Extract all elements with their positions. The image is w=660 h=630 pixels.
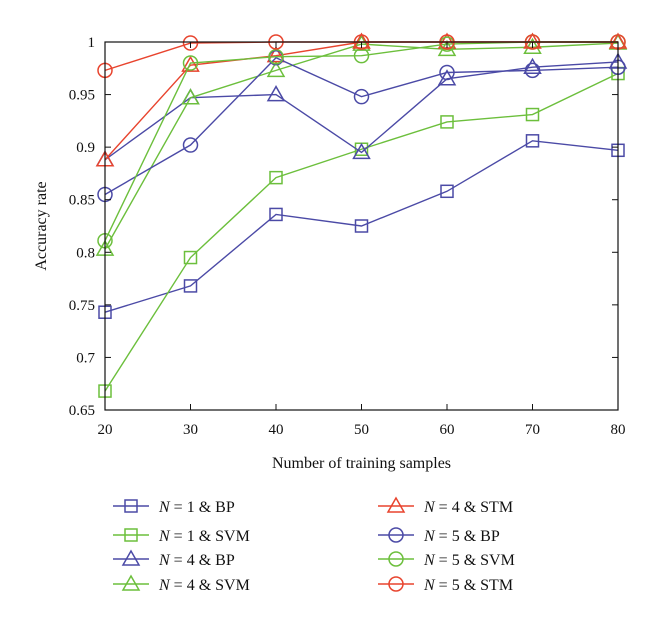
y-axis-label: Accuracy rate — [33, 181, 50, 270]
y-tick-label: 0.8 — [76, 245, 95, 261]
legend-label: N = 4 & BP — [158, 552, 235, 569]
legend-item: N = 1 & BP — [113, 499, 235, 516]
axes: 20 30 40 50 60 70 80 0.65 0.7 0.75 0.8 0.85 0.9 0.95 1 — [69, 35, 626, 438]
data-point — [266, 85, 286, 102]
series-triangle-4 — [95, 32, 628, 167]
x-tick-label: 20 — [98, 422, 113, 438]
x-axis-label: Number of training samples — [272, 455, 451, 472]
data-point — [440, 184, 454, 199]
data-point — [439, 64, 455, 81]
legend-item: N = 1 & SVM — [113, 528, 250, 545]
legend: N = 1 & BP N = 1 & SVM N = 4 & BP N = 4 & S… — [113, 496, 515, 594]
legend-label: N = 1 & BP — [158, 499, 235, 516]
x-tick-label: 80 — [611, 422, 626, 438]
legend-item: N = 4 & BP — [113, 549, 235, 569]
series-circle-5 — [97, 50, 626, 203]
y-tick-label: 0.85 — [69, 193, 95, 209]
data-point — [525, 107, 540, 122]
legend-label: N = 4 & STM — [423, 499, 513, 516]
series-line — [104, 140, 619, 313]
series-line — [104, 72, 619, 392]
data-point — [183, 279, 198, 293]
legend-marker — [121, 574, 141, 591]
x-tick-label: 30 — [183, 422, 198, 438]
data-point — [183, 250, 198, 265]
data-point — [182, 137, 199, 153]
data-point — [523, 57, 542, 74]
data-point — [354, 219, 369, 233]
y-tick-label: 0.7 — [76, 350, 95, 366]
x-tick-label: 40 — [269, 422, 284, 438]
data-point — [525, 134, 540, 148]
y-tick-label: 0.95 — [69, 88, 95, 104]
data-point — [182, 35, 199, 51]
data-point — [182, 55, 199, 71]
legend-item: N = 5 & BP — [378, 527, 500, 545]
y-tick-label: 0.9 — [76, 140, 95, 156]
legend-item: N = 5 & SVM — [378, 551, 515, 569]
legend-label: N = 1 & SVM — [158, 528, 250, 545]
series-line — [104, 56, 619, 196]
legend-marker — [386, 496, 406, 513]
data-point — [269, 207, 283, 222]
data-point — [181, 88, 200, 105]
x-tick-label: 70 — [525, 422, 540, 438]
legend-marker — [124, 528, 138, 542]
data-point — [266, 46, 286, 63]
legend-item: N = 5 & STM — [378, 576, 513, 594]
series-square-0 — [98, 134, 625, 319]
legend-marker — [388, 576, 404, 592]
y-tick-label: 0.65 — [69, 403, 95, 419]
data-point — [266, 60, 286, 78]
data-point — [269, 170, 283, 185]
legend-label: N = 5 & STM — [423, 577, 513, 594]
data-point — [524, 62, 541, 79]
legend-marker — [388, 551, 404, 567]
y-tick-label: 1 — [88, 35, 96, 51]
legend-label: N = 4 & SVM — [158, 577, 250, 594]
legend-marker — [124, 499, 138, 513]
legend-item: N = 4 & STM — [378, 496, 513, 516]
data-point — [523, 37, 542, 55]
plot-area — [95, 32, 628, 398]
data-point — [181, 55, 200, 72]
legend-marker — [388, 527, 404, 543]
x-tick-label: 60 — [440, 422, 455, 438]
legend-item: N = 4 & SVM — [113, 574, 250, 594]
legend-label: N = 5 & SVM — [423, 552, 515, 569]
x-tick-label: 50 — [354, 422, 369, 438]
data-point — [353, 88, 370, 105]
y-tick-label: 0.75 — [69, 298, 95, 314]
legend-marker — [121, 549, 141, 566]
data-point — [440, 115, 454, 129]
legend-label: N = 5 & BP — [423, 528, 500, 545]
data-point — [352, 142, 371, 160]
